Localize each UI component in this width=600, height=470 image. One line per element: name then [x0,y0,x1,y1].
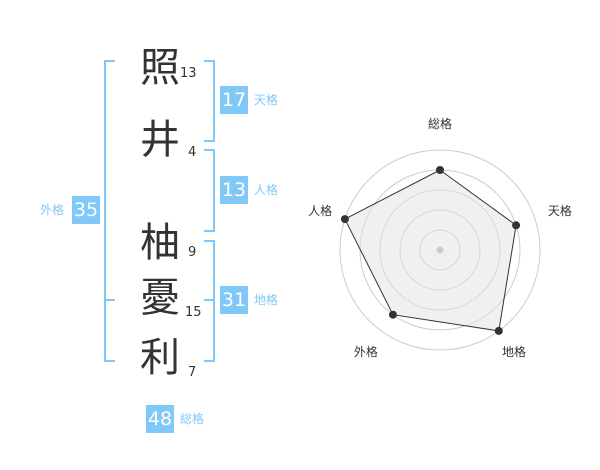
stroke-count: 15 [185,305,202,320]
radar-center [436,246,444,254]
tenkaku-label: 天格 [254,93,279,107]
jinkaku-label: 人格 [254,183,279,197]
gaikaku-value: 35 [72,196,100,224]
stroke-count: 9 [188,245,197,260]
radar-point [388,310,397,319]
stroke-count: 4 [188,145,197,160]
chikaku-value: 31 [220,286,248,314]
stroke-count: 7 [188,365,197,380]
name-char: 照 [140,45,180,91]
chikaku-tick [204,299,213,301]
radar-point [436,166,444,174]
jinkaku-value: 13 [220,176,248,204]
jinkaku-bracket [204,149,215,232]
stroke-count: 13 [180,66,197,81]
gaikaku-label: 外格 [40,203,65,217]
radar-area [344,169,517,332]
radar-point [340,215,349,224]
chikaku-label: 地格 [254,293,279,307]
radar-axis-label: 人格 [308,203,332,218]
radar-axis-label: 地格 [502,344,526,359]
tenkaku-bracket [204,60,215,142]
radar-axis-label: 天格 [548,203,572,218]
soukaku-value: 48 [146,405,174,433]
name-char: 柚 [140,220,180,266]
radar-point [512,221,521,230]
radar-point [494,326,503,335]
radar-axis-label: 総格 [428,116,452,131]
radar-axis-label: 外格 [354,344,378,359]
chikaku-bracket [204,240,215,362]
radar-ring [339,149,541,351]
name-char: 憂 [140,275,180,321]
name-char: 利 [140,335,180,381]
soukaku-label: 総格 [180,412,205,426]
tenkaku-value: 17 [220,86,248,114]
gaikaku-tick [104,299,115,301]
gaikaku-bracket [104,60,115,362]
name-char: 井 [140,117,180,163]
